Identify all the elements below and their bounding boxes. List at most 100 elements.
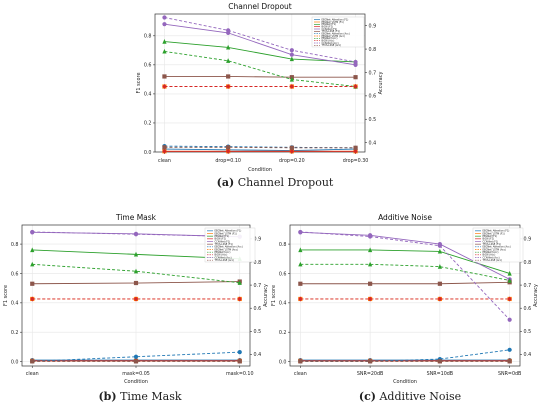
legend-label: CCN-Net (Acc) xyxy=(322,42,339,45)
y-tick-label: 0.4 xyxy=(279,301,287,307)
legend-label: BiGN (Acc) xyxy=(483,254,496,257)
y-tick-label: 0.6 xyxy=(144,63,152,69)
series-line xyxy=(164,76,356,78)
data-point xyxy=(30,261,35,267)
data-point xyxy=(162,148,167,154)
legend-label: EEGNet_LSTM (Acc) xyxy=(215,248,239,251)
y2-tick-label: 0.6 xyxy=(524,306,532,312)
legend-label: EEGNet_Attention (Acc) xyxy=(483,246,511,249)
caption-a: (a) Channel Dropout xyxy=(217,176,334,189)
y2-tick-label: 0.7 xyxy=(524,283,532,289)
data-point xyxy=(226,74,231,79)
data-point xyxy=(298,281,303,286)
legend-label: EEGNet_Attention (F1) xyxy=(322,19,349,22)
legend-label: TFCS-LSSE (Acc) xyxy=(322,44,342,47)
series-line xyxy=(164,145,356,149)
data-point xyxy=(133,280,139,286)
data-point xyxy=(226,58,231,63)
data-point xyxy=(507,270,512,276)
legend-label: BiGN (F1) xyxy=(215,238,227,241)
series-line xyxy=(164,41,356,63)
series-line xyxy=(300,249,510,274)
x-tick-label: SNR=10dB xyxy=(427,371,453,377)
data-point xyxy=(162,39,167,44)
y-axis-label: F1 score xyxy=(136,72,142,93)
chart-title: Time Mask xyxy=(115,213,157,222)
y-tick-label: 0.4 xyxy=(11,301,19,307)
legend-label: TFCS-LSSE (Acc) xyxy=(483,259,503,262)
caption-a-letter: (a) xyxy=(216,176,235,189)
legend: EEGNet_Attention (F1)EEGNet_LSTM (F1)EEG… xyxy=(472,227,524,263)
y-tick-label: 0.0 xyxy=(11,359,19,365)
y-tick-label: 0.0 xyxy=(279,359,287,365)
x-tick-label: mask=0.10 xyxy=(226,371,254,377)
data-point xyxy=(226,145,231,150)
data-point xyxy=(298,261,303,267)
data-point xyxy=(30,247,35,253)
legend-label: CCN-Net (F1) xyxy=(322,28,338,31)
y-tick-label: 0.6 xyxy=(279,271,287,277)
legend-label: EEGNet_Attention (F1) xyxy=(215,230,242,233)
data-point xyxy=(353,59,358,65)
data-point xyxy=(353,148,358,154)
x-tick-label: SNR=20dB xyxy=(357,371,383,377)
x-tick-label: mask=0.05 xyxy=(122,371,150,377)
data-point xyxy=(353,62,358,67)
caption-c: (c) Additive Noise xyxy=(359,390,461,403)
x-tick-label: SNR=0dB xyxy=(498,371,521,377)
y-axis-label: F1 score xyxy=(271,285,277,306)
y2-tick-label: 0.6 xyxy=(369,94,377,100)
y-tick-label: 0.2 xyxy=(144,121,152,127)
chart-title: Channel Dropout xyxy=(228,2,292,11)
legend-label: EEGNet_Attention (F1) xyxy=(483,230,510,233)
legend-label: EEGNet_LSTM (Acc) xyxy=(483,248,507,251)
data-point xyxy=(368,247,373,253)
y2-axis-label: Accuracy xyxy=(533,284,539,307)
data-point xyxy=(437,296,442,302)
data-point xyxy=(289,148,294,154)
series-line xyxy=(300,263,510,281)
caption-c-letter: (c) xyxy=(358,390,376,403)
series-line xyxy=(164,50,356,87)
data-point xyxy=(162,48,167,54)
y2-axis-label: Accuracy xyxy=(263,284,269,307)
caption-b: (b) Time Mask xyxy=(98,390,181,403)
y2-tick-label: 0.9 xyxy=(524,237,532,243)
data-point xyxy=(368,296,373,302)
data-point xyxy=(289,48,294,53)
legend-label: EEGNet (Acc) xyxy=(215,251,231,254)
legend-label: EEGNet (F1) xyxy=(215,235,230,238)
data-point xyxy=(30,229,35,235)
data-point xyxy=(437,359,442,364)
data-point xyxy=(162,22,167,27)
series-line xyxy=(164,23,356,66)
x-axis-label: Condition xyxy=(393,379,417,385)
legend-box xyxy=(311,16,365,48)
data-point xyxy=(133,232,139,237)
data-point xyxy=(133,251,139,257)
data-point xyxy=(237,280,242,285)
y2-tick-label: 0.7 xyxy=(254,283,262,289)
y2-tick-label: 0.5 xyxy=(369,117,377,123)
data-point xyxy=(237,359,242,364)
chart-title: Additive Noise xyxy=(378,213,432,222)
data-point xyxy=(437,248,442,254)
data-point xyxy=(368,281,373,286)
x-tick-label: drop=0.10 xyxy=(215,158,241,164)
legend-label: EEGNet_LSTM (Acc) xyxy=(322,35,346,38)
legend-label: BiGN (Acc) xyxy=(215,254,228,257)
data-point xyxy=(507,296,512,302)
legend-label: EEGNet (F1) xyxy=(483,235,498,238)
data-point xyxy=(226,148,231,154)
y2-tick-label: 0.4 xyxy=(369,140,377,146)
data-point xyxy=(507,277,512,283)
legend-label: EEGNet (F1) xyxy=(322,23,337,26)
series-line xyxy=(164,17,356,63)
data-point xyxy=(226,44,231,50)
legend-label: EEGNet_LSTM (F1) xyxy=(322,21,344,24)
series-line xyxy=(300,231,510,321)
legend-label: BiGN (Acc) xyxy=(322,40,335,43)
legend-label: EEGNet_LSTM (F1) xyxy=(215,232,237,235)
y2-axis-label: Accuracy xyxy=(378,72,384,95)
